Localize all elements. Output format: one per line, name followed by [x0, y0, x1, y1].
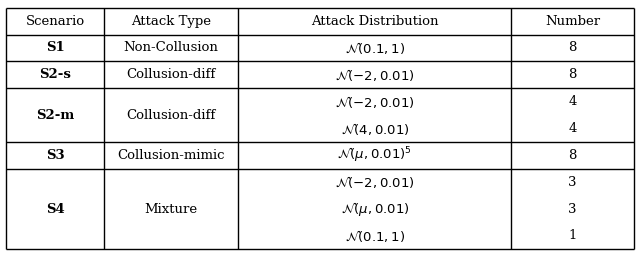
Text: S2-s: S2-s [39, 68, 71, 81]
Text: 4: 4 [568, 122, 577, 135]
Text: S2-m: S2-m [36, 108, 74, 122]
Text: Number: Number [545, 15, 600, 28]
Text: $\mathcal{N}(\mu, 0.01)$: $\mathcal{N}(\mu, 0.01)$ [340, 200, 409, 218]
Text: $\mathcal{N}(\mu, 0.01)^5$: $\mathcal{N}(\mu, 0.01)^5$ [337, 145, 412, 165]
Text: $\mathcal{N}(4, 0.01)$: $\mathcal{N}(4, 0.01)$ [340, 121, 409, 136]
Text: $\mathcal{N}(-2, 0.01)$: $\mathcal{N}(-2, 0.01)$ [335, 174, 415, 190]
Text: $\mathcal{N}(0.1, 1)$: $\mathcal{N}(0.1, 1)$ [345, 40, 405, 56]
Text: 8: 8 [568, 149, 577, 162]
Text: Mixture: Mixture [145, 203, 198, 216]
Text: Collusion-diff: Collusion-diff [127, 108, 216, 122]
Text: $\mathcal{N}(0.1, 1)$: $\mathcal{N}(0.1, 1)$ [345, 228, 405, 244]
Text: Attack Type: Attack Type [131, 15, 211, 28]
Text: $\mathcal{N}(-2, 0.01)$: $\mathcal{N}(-2, 0.01)$ [335, 67, 415, 83]
Text: 3: 3 [568, 203, 577, 216]
Text: 3: 3 [568, 176, 577, 189]
Text: 8: 8 [568, 68, 577, 81]
Text: 8: 8 [568, 41, 577, 54]
Text: S1: S1 [45, 41, 65, 54]
Text: 1: 1 [568, 229, 577, 242]
Text: Collusion-diff: Collusion-diff [127, 68, 216, 81]
Text: 4: 4 [568, 95, 577, 108]
Text: Non-Collusion: Non-Collusion [124, 41, 218, 54]
Text: S3: S3 [45, 149, 65, 162]
Text: Scenario: Scenario [26, 15, 84, 28]
Text: $\mathcal{N}(-2, 0.01)$: $\mathcal{N}(-2, 0.01)$ [335, 94, 415, 110]
Text: Attack Distribution: Attack Distribution [311, 15, 438, 28]
Text: S4: S4 [45, 203, 65, 216]
Text: Collusion-mimic: Collusion-mimic [117, 149, 225, 162]
